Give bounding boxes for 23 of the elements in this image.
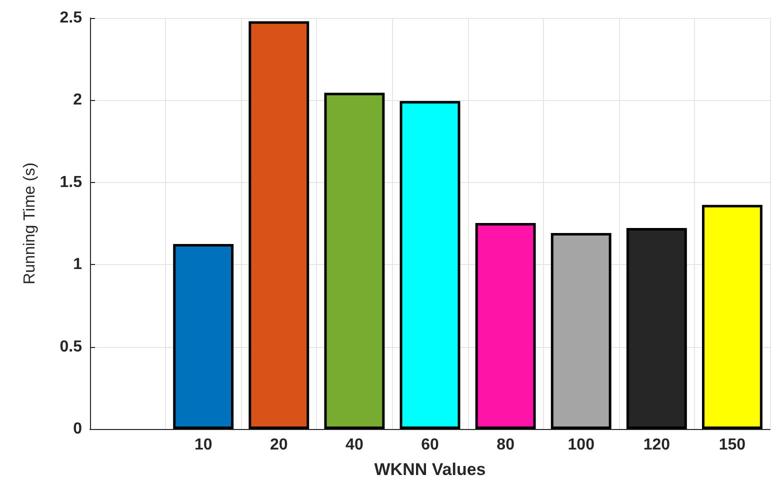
- y-axis-title: Running Time (s): [22, 162, 38, 284]
- y-tick-label: 0.5: [60, 338, 82, 356]
- y-tick-label: 2.5: [60, 10, 82, 26]
- x-tick-label: 60: [421, 436, 439, 454]
- bar: [702, 204, 762, 429]
- bar: [324, 92, 385, 429]
- bar: [475, 223, 536, 429]
- x-tick-label: 10: [194, 436, 212, 454]
- x-tick-label: 120: [643, 436, 670, 454]
- x-axis-title: WKNN Values: [374, 460, 486, 479]
- y-tick-label: 2: [73, 92, 82, 109]
- bar: [173, 244, 234, 429]
- y-tick-label: 1.5: [60, 174, 82, 191]
- x-tick-label: 100: [568, 436, 595, 454]
- x-tick-label: 150: [718, 436, 746, 454]
- x-tick-label: 40: [346, 436, 364, 454]
- x-tick-label: 80: [496, 436, 515, 454]
- y-tick-label: 1: [73, 256, 82, 274]
- bar: [400, 101, 460, 429]
- x-tick-label: 20: [270, 436, 288, 454]
- y-tick-label: 0: [73, 420, 82, 438]
- bar: [550, 233, 612, 429]
- bar: [248, 21, 310, 429]
